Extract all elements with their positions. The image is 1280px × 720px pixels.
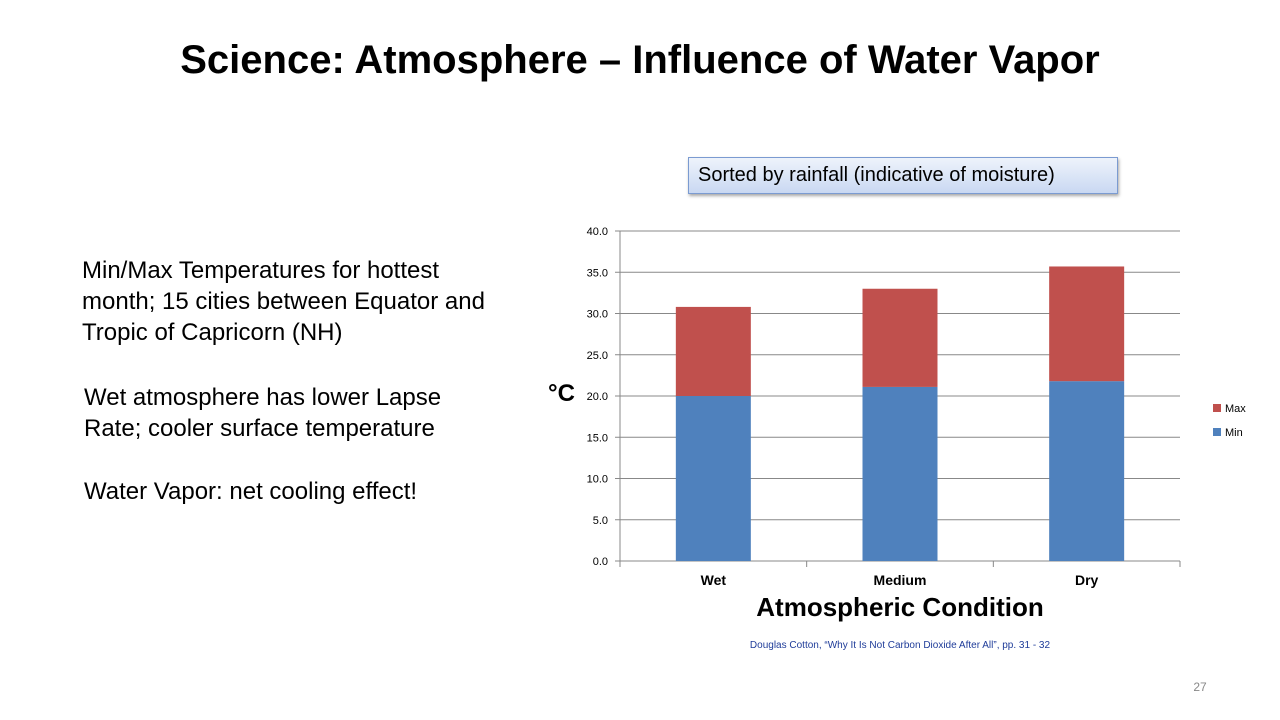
- y-tick-label: 5.0: [593, 515, 608, 527]
- page-number: 27: [1193, 680, 1207, 694]
- description-paragraph-3: Water Vapor: net cooling effect!: [84, 478, 418, 505]
- y-tick-label: 40.0: [587, 226, 608, 238]
- callout-box: Sorted by rainfall (indicative of moistu…: [688, 157, 1118, 194]
- x-tick-label: Dry: [1075, 572, 1099, 588]
- bar-max-dry: [1049, 266, 1125, 382]
- y-tick-label: 10.0: [587, 474, 608, 486]
- bar-min-wet: [675, 396, 751, 561]
- x-tick-label: Medium: [874, 572, 927, 588]
- bar-max-medium: [862, 288, 938, 387]
- legend-label-max: Max: [1225, 403, 1246, 415]
- slide-title: Science: Atmosphere – Influence of Water…: [180, 38, 1100, 82]
- legend-swatch-min: [1213, 428, 1221, 436]
- bar-min-medium: [862, 386, 938, 561]
- y-tick-label: 20.0: [587, 391, 608, 403]
- bar-min-dry: [1049, 381, 1125, 561]
- description-paragraph-1: Min/Max Temperatures for hottest month; …: [82, 257, 485, 346]
- legend-swatch-max: [1213, 404, 1221, 412]
- y-tick-label: 25.0: [587, 350, 608, 362]
- y-axis-label: °C: [548, 380, 575, 407]
- x-tick-label: Wet: [701, 572, 727, 588]
- x-axis-label: Atmospheric Condition: [756, 592, 1044, 622]
- citation: Douglas Cotton, “Why It Is Not Carbon Di…: [749, 640, 1051, 651]
- y-tick-label: 15.0: [587, 432, 608, 444]
- y-tick-label: 35.0: [587, 267, 608, 279]
- legend-label-min: Min: [1225, 427, 1243, 439]
- y-tick-label: 30.0: [587, 309, 608, 321]
- description-paragraph-2: Wet atmosphere has lower Lapse Rate; coo…: [84, 384, 442, 442]
- bar-max-wet: [675, 306, 751, 396]
- y-tick-label: 0.0: [593, 556, 608, 568]
